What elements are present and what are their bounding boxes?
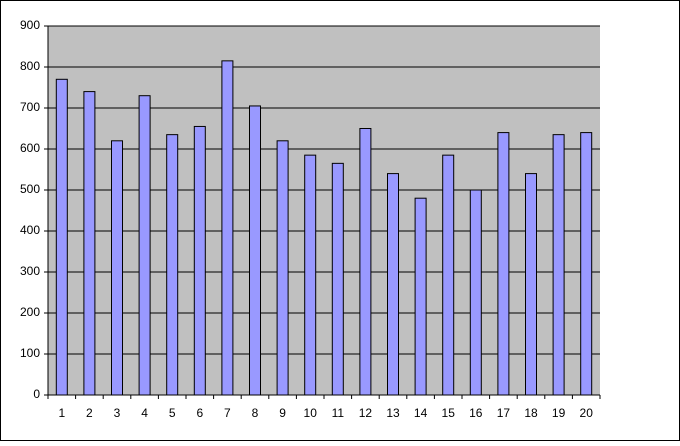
- y-tick-label: 100: [20, 346, 40, 360]
- bar: [276, 140, 289, 396]
- x-tick-label: 16: [469, 406, 483, 420]
- bar: [111, 140, 123, 396]
- x-tick-label: 19: [552, 406, 566, 420]
- x-tick-label: 7: [224, 406, 231, 420]
- bar: [331, 162, 344, 396]
- bar: [387, 173, 399, 396]
- y-tick-label: 200: [20, 305, 40, 319]
- x-tick-label: 10: [304, 406, 318, 420]
- bar: [304, 154, 317, 396]
- x-tick-label: 1: [58, 406, 65, 420]
- bar: [138, 95, 151, 396]
- y-tick-label: 300: [20, 264, 40, 278]
- x-tick-label: 15: [442, 406, 456, 420]
- x-tick-label: 18: [524, 406, 538, 420]
- x-tick-label: 3: [114, 406, 121, 420]
- x-tick-label: 11: [332, 406, 345, 420]
- bar: [414, 197, 427, 396]
- y-tick-label: 0: [33, 387, 40, 401]
- y-tick-label: 900: [20, 18, 40, 32]
- x-tick-label: 8: [252, 406, 259, 420]
- x-tick-label: 9: [279, 406, 286, 420]
- bar: [469, 189, 482, 396]
- x-tick-label: 4: [141, 406, 148, 420]
- y-tick-label: 600: [20, 141, 40, 155]
- y-tick-label: 400: [20, 223, 40, 237]
- plot-area: [48, 26, 600, 395]
- bar: [580, 132, 593, 396]
- bar: [249, 105, 261, 396]
- x-tick-label: 20: [580, 406, 594, 420]
- x-tick-label: 12: [359, 406, 373, 420]
- y-tick-label: 500: [20, 182, 40, 196]
- bar: [497, 132, 510, 396]
- bar: [166, 134, 179, 396]
- x-tick-label: 13: [386, 406, 400, 420]
- x-tick-label: 2: [86, 406, 93, 420]
- bar: [525, 173, 537, 396]
- bar: [193, 125, 206, 396]
- bar: [221, 60, 234, 396]
- bar: [442, 154, 455, 396]
- x-tick-label: 17: [497, 406, 511, 420]
- y-tick-label: 700: [20, 100, 40, 114]
- bar: [359, 128, 372, 396]
- bar: [552, 134, 565, 396]
- x-tick-label: 14: [414, 406, 428, 420]
- y-tick-label: 800: [20, 59, 40, 73]
- x-tick-label: 6: [196, 406, 203, 420]
- bar: [55, 78, 68, 396]
- bar: [83, 91, 96, 396]
- x-tick-label: 5: [169, 406, 176, 420]
